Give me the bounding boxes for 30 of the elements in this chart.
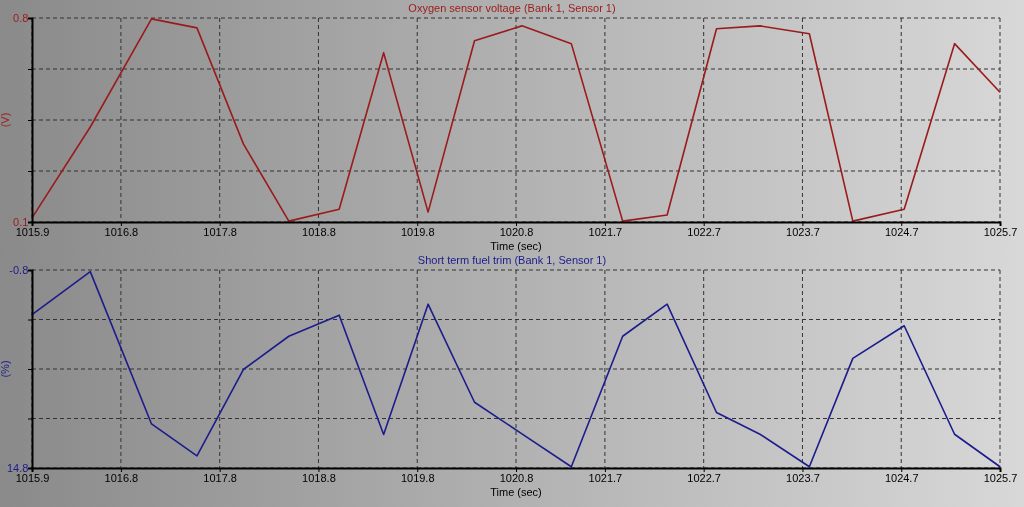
y-tick-label: -0.8 — [9, 264, 29, 277]
x-tick-label: 1021.7 — [588, 471, 623, 484]
x-tick-label: 1019.8 — [400, 225, 435, 238]
x-tick-label: 1016.8 — [104, 471, 139, 484]
x-tick-label: 1023.7 — [786, 225, 820, 238]
x-tick-label: 1025.7 — [983, 225, 1018, 238]
x-tick-label: 1019.8 — [400, 471, 435, 484]
line-series — [31, 270, 1001, 468]
x-tick-label: 1017.8 — [203, 225, 237, 238]
x-tick-label: 1018.8 — [302, 471, 336, 484]
x-tick-label: 1017.8 — [203, 471, 237, 484]
x-tick-label: 1022.7 — [687, 225, 721, 238]
x-tick-label: 1018.8 — [302, 225, 336, 238]
x-axis-title: Time (sec) — [490, 486, 542, 498]
x-tick-label: 1020.8 — [499, 225, 534, 238]
line-series — [31, 18, 1001, 222]
y-axis-title: (%) — [0, 360, 11, 378]
x-tick-label: 1023.7 — [786, 471, 820, 484]
x-tick-label: 1024.7 — [884, 225, 919, 238]
x-tick-label: 1025.7 — [983, 471, 1018, 484]
x-tick-label: 1020.8 — [499, 471, 534, 484]
y-tick-label: 0.8 — [13, 12, 29, 25]
y-axis-title: (V) — [0, 112, 11, 128]
chart-title: Oxygen sensor voltage (Bank 1, Sensor 1) — [408, 2, 616, 14]
x-tick-label: 1016.8 — [104, 225, 139, 238]
chart-title: Short term fuel trim (Bank 1, Sensor 1) — [417, 254, 607, 266]
x-axis-title: Time (sec) — [490, 240, 542, 252]
x-tick-label: 1021.7 — [588, 225, 623, 238]
x-tick-label: 1024.7 — [884, 471, 919, 484]
x-tick-label: 1022.7 — [687, 471, 721, 484]
